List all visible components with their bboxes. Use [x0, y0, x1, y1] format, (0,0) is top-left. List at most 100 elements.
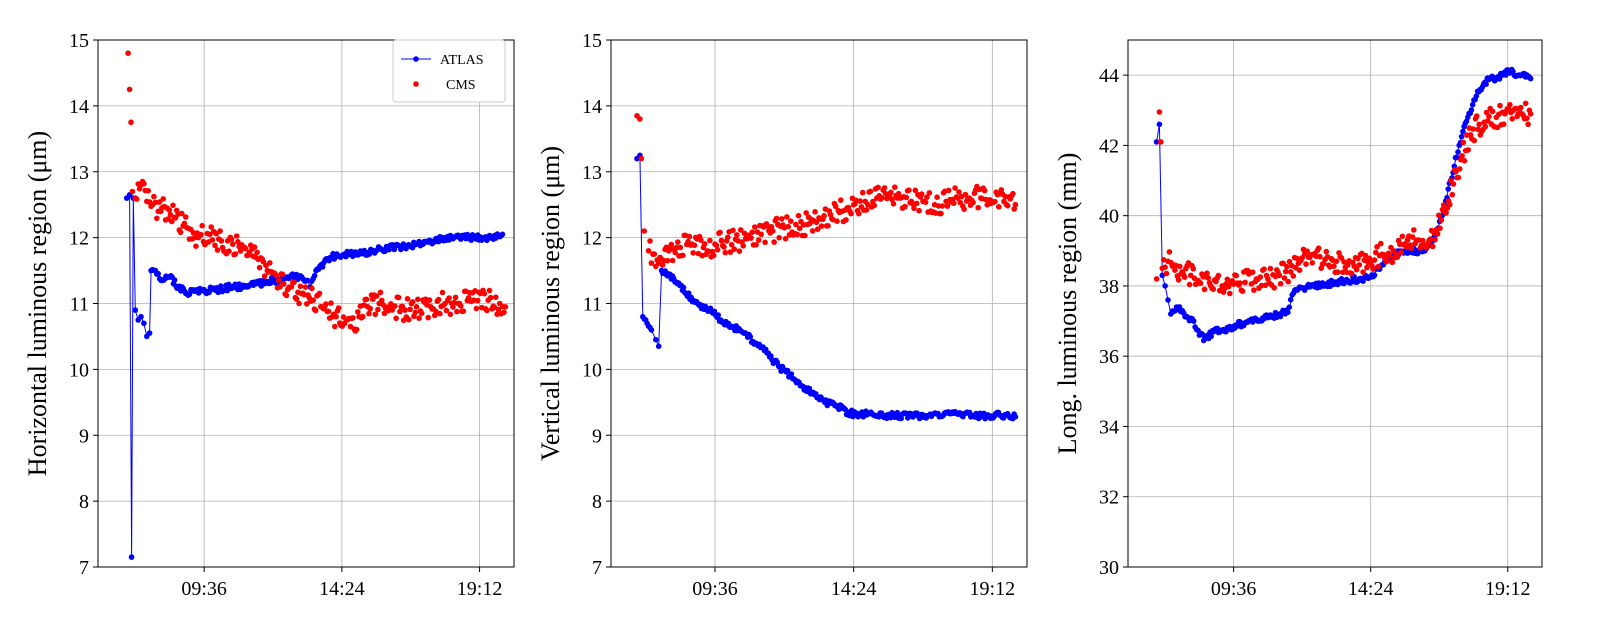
data-point-cms — [228, 236, 235, 243]
data-point-cms — [393, 315, 399, 322]
data-point-cms — [171, 214, 177, 221]
data-point-cms — [233, 233, 240, 239]
data-point-cms — [1515, 111, 1522, 117]
legend-cms-label: CMS — [446, 78, 476, 93]
data-point-atlas — [128, 554, 135, 560]
data-point-atlas — [842, 406, 849, 413]
data-point-cms — [727, 249, 734, 255]
data-point-cms — [1181, 274, 1188, 281]
series-line-atlas — [1156, 71, 1531, 340]
data-point-cms — [1175, 277, 1182, 283]
data-point-atlas — [171, 277, 178, 283]
data-point-cms — [208, 224, 214, 230]
data-point-cms — [1509, 116, 1515, 122]
data-point-cms — [136, 186, 143, 192]
data-point-cms — [226, 248, 232, 254]
data-point-cms — [283, 292, 290, 299]
data-point-cms — [779, 216, 785, 222]
data-point-cms — [1432, 236, 1438, 243]
data-point-cms — [1388, 244, 1394, 251]
data-point-cms — [413, 304, 420, 310]
data-point-cms — [1370, 266, 1376, 273]
data-point-cms — [1012, 201, 1019, 208]
data-point-cms — [647, 238, 653, 244]
data-point-cms — [146, 199, 153, 205]
data-point-cms — [1229, 278, 1236, 284]
data-point-cms — [752, 224, 758, 230]
data-point-cms — [1399, 233, 1406, 240]
data-point-cms — [1524, 115, 1530, 122]
data-point-atlas — [715, 312, 721, 318]
data-point-atlas — [1472, 96, 1478, 103]
data-point-cms — [916, 207, 922, 214]
data-point-cms — [170, 202, 176, 209]
data-point-cms — [664, 257, 671, 264]
data-point-cms — [650, 251, 656, 257]
data-point-cms — [659, 262, 666, 268]
x-tick-label: 19:12 — [1485, 578, 1531, 600]
chart-panel-horizontal: 7 8 9 10 11 12 13 14 15 09:36 14:24 19:12 Horizontal… — [23, 30, 515, 600]
data-point-cms — [890, 201, 897, 207]
y-tick-label: 13 — [69, 162, 89, 184]
series-atlas — [634, 152, 1019, 422]
data-point-cms — [1366, 255, 1373, 262]
data-point-cms — [424, 302, 430, 308]
data-point-cms — [675, 239, 681, 245]
data-point-cms — [802, 232, 808, 239]
data-point-cms — [281, 281, 287, 287]
data-point-atlas — [1460, 128, 1466, 135]
data-point-atlas — [910, 414, 916, 420]
data-point-cms — [771, 239, 777, 245]
data-point-cms — [838, 197, 844, 203]
data-point-cms — [166, 207, 173, 213]
data-point-cms — [363, 296, 370, 303]
data-point-cms — [668, 241, 675, 248]
data-point-cms — [1486, 113, 1492, 120]
y-tick-label: 38 — [1099, 276, 1119, 298]
data-point-cms — [843, 217, 849, 223]
data-point-atlas — [155, 270, 161, 277]
data-point-cms — [1497, 102, 1503, 109]
y-tick-label: 9 — [79, 425, 89, 447]
y-tick-label: 11 — [70, 294, 89, 316]
data-point-cms — [125, 50, 131, 56]
data-point-cms — [1440, 202, 1447, 208]
data-point-cms — [425, 314, 432, 321]
data-point-cms — [296, 300, 302, 307]
data-point-cms — [773, 215, 780, 222]
data-point-cms — [1427, 236, 1433, 242]
data-point-cms — [691, 242, 698, 249]
data-point-cms — [1360, 269, 1366, 275]
data-point-cms — [749, 229, 755, 235]
data-point-cms — [325, 308, 332, 315]
data-point-cms — [275, 277, 282, 284]
data-point-cms — [1296, 267, 1303, 274]
data-point-cms — [353, 326, 360, 333]
data-point-cms — [730, 227, 736, 234]
data-point-cms — [1239, 288, 1246, 295]
data-point-cms — [1172, 267, 1178, 274]
data-point-cms — [412, 309, 419, 316]
x-tick-label: 14:24 — [319, 578, 365, 600]
data-point-cms — [1309, 260, 1316, 266]
data-point-cms — [721, 244, 727, 250]
data-point-cms — [339, 323, 346, 329]
y-tick-label: 9 — [592, 425, 602, 447]
data-point-atlas — [1153, 139, 1160, 145]
data-point-cms — [312, 307, 319, 314]
data-point-cms — [126, 86, 133, 93]
data-point-cms — [1233, 272, 1239, 279]
data-point-cms — [1160, 257, 1167, 263]
data-point-cms — [1249, 269, 1256, 276]
data-point-atlas — [680, 284, 687, 291]
data-point-atlas — [647, 324, 653, 331]
data-point-cms — [881, 185, 888, 191]
data-point-cms — [836, 209, 843, 216]
data-point-cms — [856, 210, 862, 217]
data-point-cms — [193, 243, 199, 249]
data-point-atlas — [468, 237, 475, 243]
data-point-atlas — [1483, 81, 1489, 87]
data-point-cms — [718, 237, 725, 244]
data-point-cms — [1201, 286, 1208, 293]
data-point-cms — [859, 189, 866, 196]
